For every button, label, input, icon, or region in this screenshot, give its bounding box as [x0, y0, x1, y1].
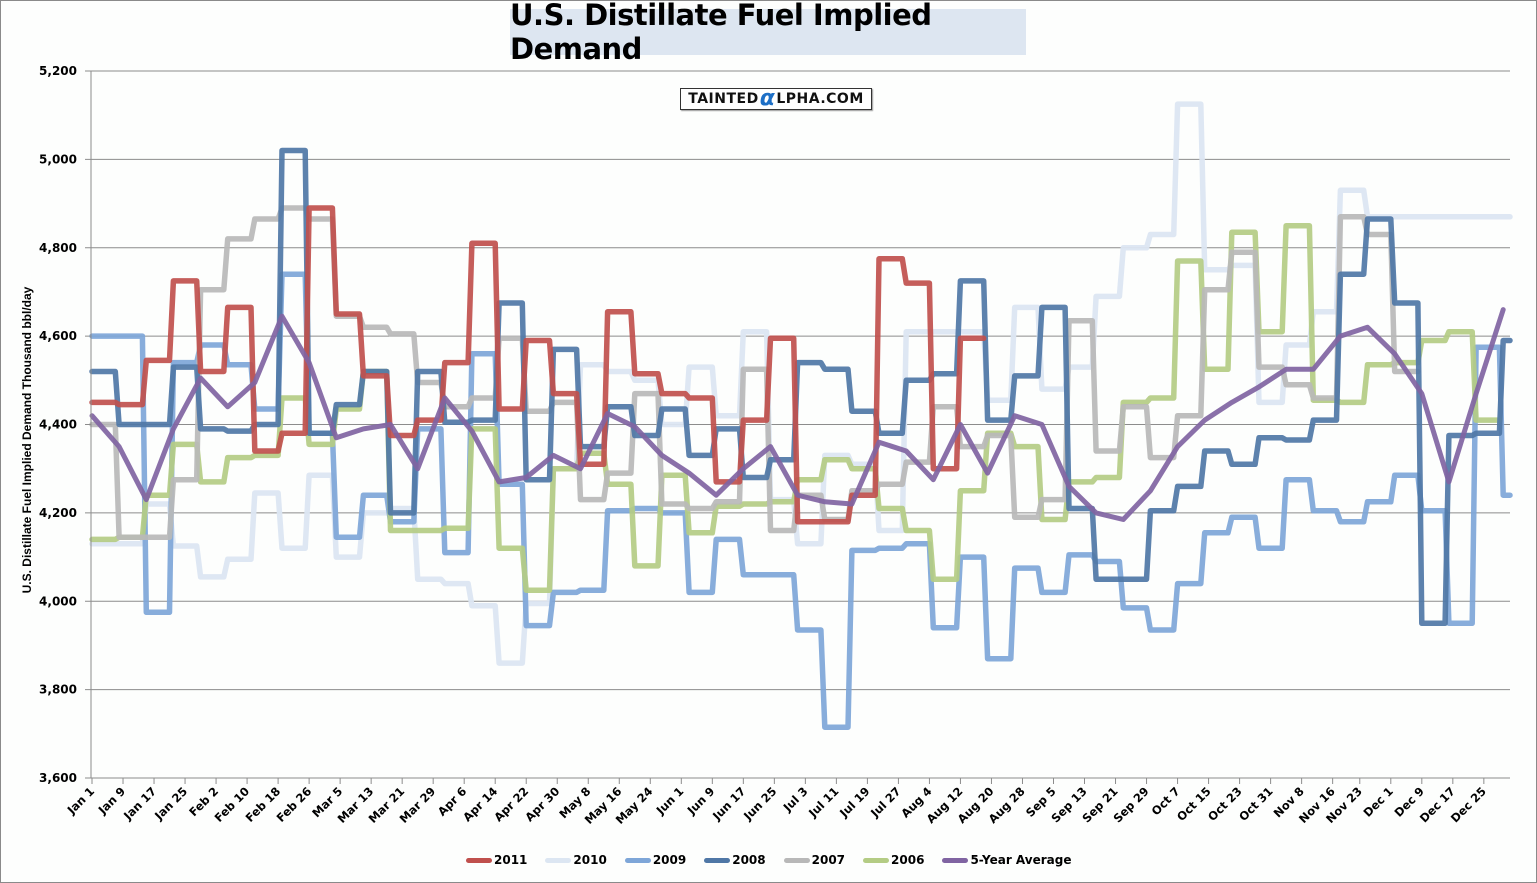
series-line-2008	[89, 147, 1513, 627]
legend-label: 2008	[732, 853, 766, 867]
x-tick-label: Apr 30	[522, 784, 562, 824]
x-tick-label: Jul 19	[836, 784, 872, 820]
series-line-2011	[89, 205, 987, 525]
legend-swatch	[863, 857, 890, 863]
x-tick-label: Jun 1	[653, 784, 687, 818]
x-tick-label: Jan 1	[64, 784, 97, 817]
x-tick-label: Feb 26	[274, 784, 315, 825]
legend-label: 2011	[494, 853, 528, 867]
x-tick-label: Jul 27	[867, 784, 903, 820]
x-tick-label: Jan 25	[151, 784, 190, 823]
legend-label: 2010	[573, 853, 607, 867]
legend-item-2007: 2007	[783, 853, 846, 867]
legend-swatch	[942, 857, 969, 863]
x-tick-label: Jul 11	[805, 784, 841, 820]
legend-swatch	[624, 857, 651, 863]
y-tick-label: 4,800	[39, 241, 77, 255]
legend: 2011 2010 2009 2008 2007 2006 5-Year Average	[466, 851, 1072, 869]
series-lines	[89, 101, 1513, 730]
x-tick-label: Jan 17	[120, 784, 159, 823]
watermark-text-2: LPHA.COM	[776, 91, 864, 107]
gridlines	[91, 70, 1510, 691]
legend-swatch	[466, 857, 492, 863]
legend-label: 2006	[891, 853, 925, 867]
legend-label: 2009	[652, 853, 687, 867]
series-line-2007	[89, 205, 1421, 540]
y-tick-label: 5,200	[39, 64, 77, 78]
x-tick-label: Jun 25	[740, 784, 779, 823]
legend-item-2010: 2010	[545, 853, 607, 867]
y-tick-label: 4,400	[39, 418, 77, 432]
watermark-logo: TAINTED α LPHA.COM	[680, 88, 872, 110]
legend-item-2006: 2006	[863, 853, 924, 867]
series-line-2009	[89, 271, 1513, 730]
y-tick-label: 4,000	[39, 594, 77, 608]
legend-item-2011: 2011	[466, 853, 527, 867]
y-tick-label: 3,600	[39, 771, 77, 785]
legend-label: 2007	[811, 853, 846, 867]
legend-label: 5-Year Average	[970, 853, 1072, 867]
series-line-5-year-average	[89, 307, 1506, 522]
axes: 3,600 3,800 4,000 4,200 4,400 4,600 4,800 5,000…	[39, 64, 1510, 827]
x-tick-label: Jun 17	[709, 784, 748, 823]
legend-swatch	[783, 857, 810, 863]
legend-item-2009: 2009	[624, 853, 687, 867]
alpha-icon: α	[759, 86, 776, 111]
x-tick-label: Oct 31	[1236, 784, 1276, 824]
watermark-text-1: TAINTED	[688, 91, 759, 107]
y-tick-label: 4,600	[39, 329, 77, 343]
x-tick-label: Dec 1	[1360, 784, 1395, 819]
legend-swatch	[545, 857, 572, 863]
legend-item-2008: 2008	[704, 853, 766, 867]
legend-swatch	[704, 857, 731, 863]
legend-item-5-year-average: 5-Year Average	[942, 853, 1072, 867]
y-tick-label: 4,200	[39, 506, 77, 520]
y-tick-label: 5,000	[39, 152, 77, 166]
y-tick-label: 3,800	[39, 683, 77, 697]
